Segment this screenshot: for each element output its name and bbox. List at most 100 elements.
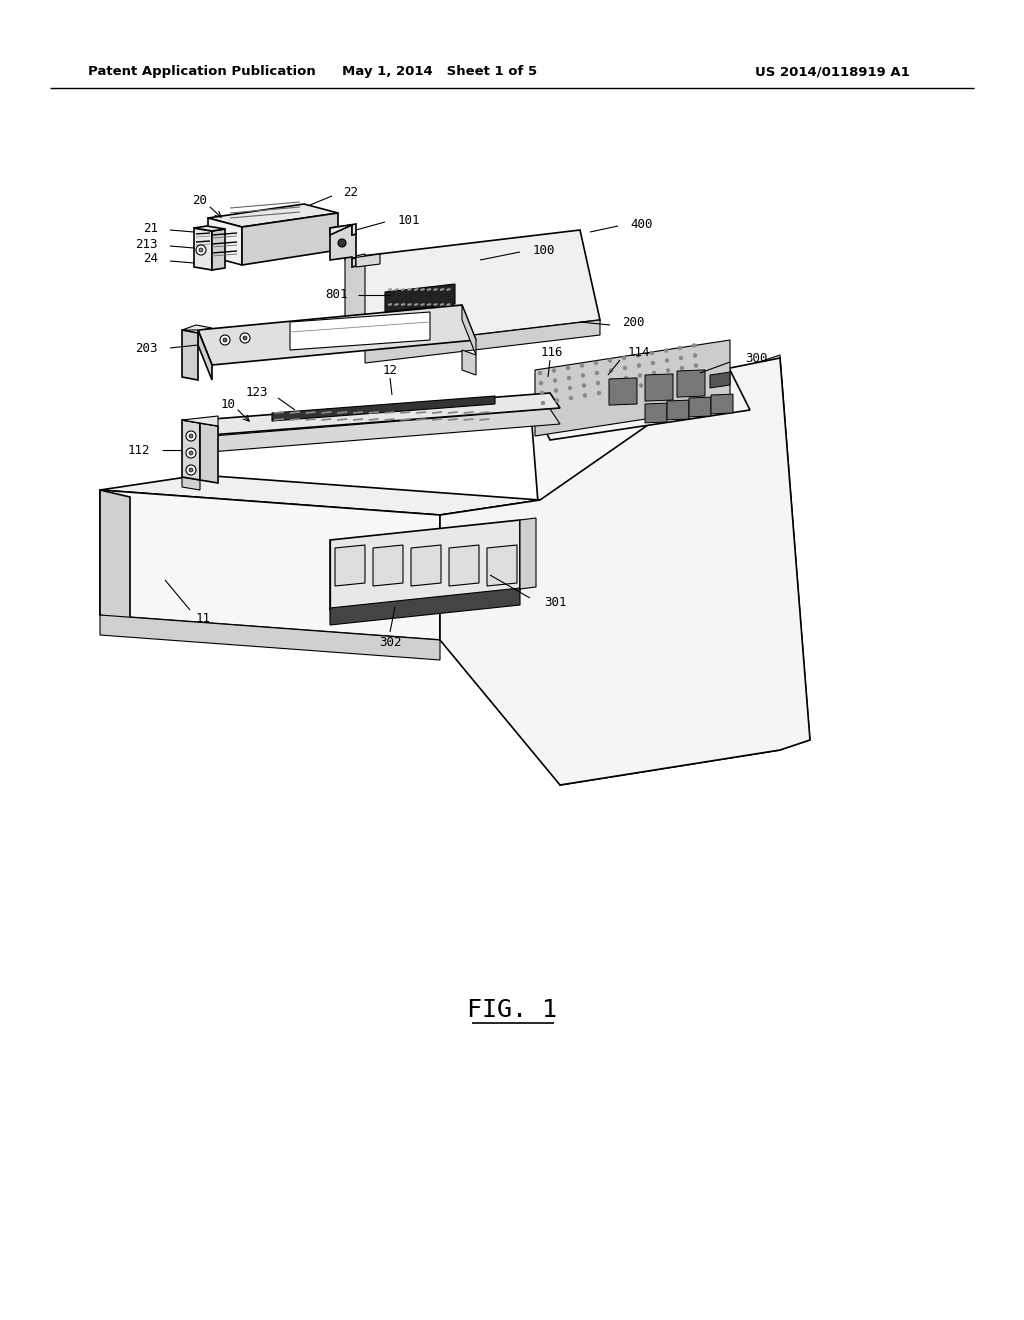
Circle shape (667, 379, 671, 383)
Polygon shape (345, 253, 365, 352)
Text: May 1, 2014   Sheet 1 of 5: May 1, 2014 Sheet 1 of 5 (342, 66, 538, 78)
Circle shape (693, 354, 697, 358)
Circle shape (186, 447, 196, 458)
Text: 300: 300 (745, 351, 768, 364)
Polygon shape (200, 422, 218, 483)
Text: 12: 12 (383, 363, 397, 376)
Circle shape (186, 432, 196, 441)
Circle shape (650, 351, 654, 355)
Circle shape (240, 333, 250, 343)
Polygon shape (335, 545, 365, 586)
Text: 116: 116 (541, 346, 563, 359)
Circle shape (664, 348, 668, 352)
Circle shape (595, 371, 599, 375)
Polygon shape (290, 312, 430, 350)
Text: 20: 20 (193, 194, 208, 206)
Circle shape (553, 379, 557, 383)
Text: 400: 400 (630, 218, 652, 231)
Circle shape (555, 399, 559, 403)
Text: US 2014/0118919 A1: US 2014/0118919 A1 (755, 66, 909, 78)
Circle shape (580, 363, 584, 367)
Circle shape (694, 363, 698, 367)
Text: 100: 100 (534, 243, 555, 256)
Polygon shape (487, 545, 517, 586)
Circle shape (622, 356, 626, 360)
Circle shape (623, 366, 627, 370)
Polygon shape (440, 500, 540, 535)
Circle shape (583, 393, 587, 397)
Circle shape (568, 385, 572, 389)
Polygon shape (182, 325, 212, 330)
Text: 203: 203 (135, 342, 158, 355)
Polygon shape (689, 397, 711, 417)
Polygon shape (677, 370, 705, 397)
Polygon shape (182, 330, 198, 380)
Polygon shape (530, 370, 750, 440)
Polygon shape (352, 253, 380, 267)
Polygon shape (667, 400, 689, 420)
Polygon shape (194, 226, 225, 231)
Polygon shape (645, 374, 673, 401)
Circle shape (665, 359, 669, 363)
Circle shape (666, 368, 670, 372)
Circle shape (567, 376, 571, 380)
Polygon shape (330, 587, 520, 624)
Polygon shape (462, 350, 476, 375)
Polygon shape (645, 403, 667, 422)
Polygon shape (200, 420, 210, 451)
Text: 11: 11 (196, 611, 211, 624)
Polygon shape (208, 205, 338, 227)
Circle shape (637, 363, 641, 367)
Polygon shape (272, 396, 495, 421)
Circle shape (678, 346, 682, 350)
Polygon shape (100, 490, 440, 640)
Circle shape (625, 385, 629, 389)
Text: 302: 302 (379, 636, 401, 649)
Polygon shape (449, 545, 479, 586)
Text: Patent Application Publication: Patent Application Publication (88, 66, 315, 78)
Polygon shape (385, 284, 455, 312)
Circle shape (636, 354, 640, 358)
Circle shape (189, 434, 193, 438)
Polygon shape (198, 330, 212, 380)
Circle shape (624, 376, 628, 380)
Polygon shape (462, 305, 476, 355)
Polygon shape (520, 517, 536, 589)
Text: 213: 213 (135, 238, 158, 251)
Circle shape (594, 360, 598, 366)
Polygon shape (345, 230, 600, 348)
Polygon shape (194, 228, 212, 271)
Text: 200: 200 (622, 317, 644, 330)
Polygon shape (200, 409, 560, 451)
PathPatch shape (440, 358, 810, 785)
Polygon shape (365, 319, 600, 363)
Polygon shape (535, 341, 730, 436)
Text: 24: 24 (143, 252, 158, 265)
Circle shape (596, 381, 600, 385)
Circle shape (552, 368, 556, 372)
Polygon shape (182, 420, 218, 426)
Polygon shape (198, 305, 476, 366)
Circle shape (566, 366, 570, 370)
Text: 112: 112 (128, 444, 150, 457)
Circle shape (581, 374, 585, 378)
Circle shape (681, 376, 685, 380)
Circle shape (610, 379, 614, 383)
Circle shape (186, 465, 196, 475)
Circle shape (582, 384, 586, 388)
Circle shape (611, 388, 615, 392)
Polygon shape (530, 366, 780, 785)
Polygon shape (750, 355, 810, 750)
Circle shape (223, 338, 227, 342)
Circle shape (541, 401, 545, 405)
Circle shape (196, 246, 206, 255)
Polygon shape (710, 372, 730, 388)
Text: FIG. 1: FIG. 1 (467, 998, 557, 1022)
Text: 101: 101 (398, 214, 421, 227)
Circle shape (597, 391, 601, 395)
Text: 21: 21 (143, 222, 158, 235)
Text: 801: 801 (326, 289, 348, 301)
Circle shape (554, 388, 558, 392)
Circle shape (609, 368, 613, 372)
Text: 10: 10 (220, 399, 236, 412)
